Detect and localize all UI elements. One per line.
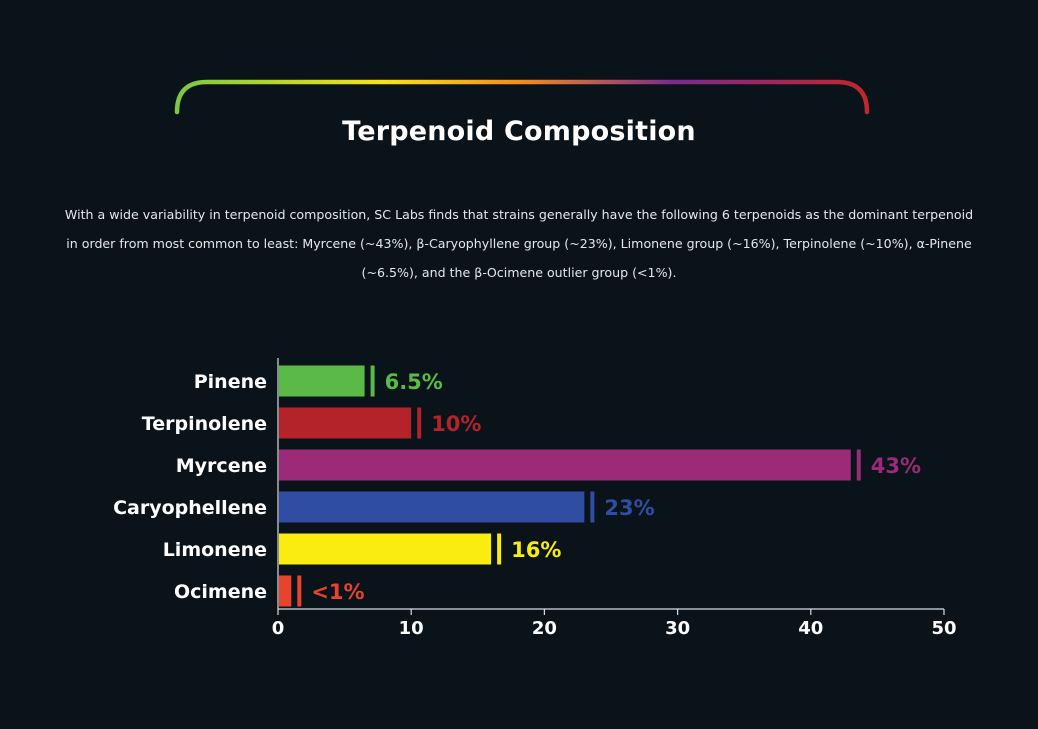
bar	[279, 533, 492, 565]
bar-end-marker	[856, 449, 861, 481]
x-tick-label: 0	[272, 618, 285, 639]
category-label: Ocimene	[174, 581, 267, 603]
bar-end-marker	[297, 575, 302, 607]
description-text: With a wide variability in terpenoid com…	[64, 207, 974, 280]
bar-end-marker	[590, 491, 595, 523]
page-title: Terpenoid Composition	[342, 116, 696, 147]
bar	[279, 491, 585, 523]
x-tick-label: 50	[931, 618, 956, 639]
value-label: 16%	[511, 538, 561, 562]
bar-end-marker	[370, 365, 375, 397]
value-label: <1%	[311, 580, 364, 604]
x-tick-label: 20	[532, 618, 557, 639]
bar	[279, 449, 851, 481]
category-label: Pinene	[194, 371, 267, 393]
category-label: Limonene	[163, 539, 267, 561]
value-label: 10%	[431, 412, 481, 436]
value-label: 43%	[871, 454, 921, 478]
value-label: 23%	[604, 496, 654, 520]
value-label: 6.5%	[385, 370, 443, 394]
category-label: Caryophellene	[113, 497, 267, 519]
x-tick-label: 10	[399, 618, 424, 639]
x-tick-label: 40	[798, 618, 823, 639]
bar-end-marker	[497, 533, 502, 565]
bar	[279, 575, 292, 607]
bar	[279, 407, 412, 439]
bar	[279, 365, 365, 397]
category-label: Myrcene	[176, 455, 267, 477]
category-label: Terpinolene	[142, 413, 267, 435]
x-tick-label: 30	[665, 618, 690, 639]
bar-end-marker	[417, 407, 422, 439]
